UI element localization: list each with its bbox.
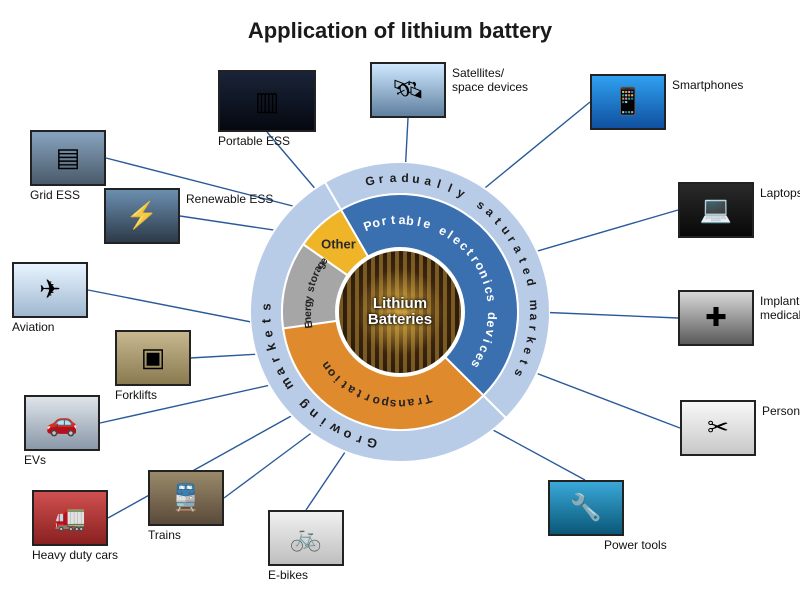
arc-char: d <box>401 171 409 185</box>
thumb-medical: ✚ <box>678 290 754 346</box>
thumb-label-evs: EVs <box>24 453 46 467</box>
radial-chart: LithiumBatteries Growing marketsGraduall… <box>250 162 550 462</box>
thumb-label-laptops: Laptops <box>760 186 800 200</box>
thumb-label-portable-ess: Portable ESS <box>218 134 290 148</box>
thumb-label-grid-ess: Grid ESS <box>30 188 80 202</box>
thumb-grid-ess: ▤ <box>30 130 106 186</box>
thumb-evs: 🚗 <box>24 395 100 451</box>
arc-char: s <box>258 303 273 311</box>
evs-icon: 🚗 <box>30 400 95 447</box>
arc-char: t <box>390 213 395 227</box>
arc-char: n <box>302 316 314 323</box>
thumb-label-personal-care: Personal care <box>762 404 800 418</box>
arc-char: t <box>259 318 274 323</box>
arc-char: n <box>398 397 406 411</box>
thumb-personal-care: ✂ <box>680 400 756 456</box>
thumb-label-forklifts: Forklifts <box>115 388 157 402</box>
arc-char: d <box>485 312 499 320</box>
thumb-ebikes: 🚲 <box>268 510 344 566</box>
thumb-label-trains: Trains <box>148 528 181 542</box>
center-circle: LithiumBatteries <box>335 247 465 377</box>
thumb-renewable-ess: ⚡ <box>104 188 180 244</box>
arc-char: a <box>527 313 541 320</box>
thumb-label-ebikes: E-bikes <box>268 568 308 582</box>
arc-char: r <box>302 307 314 311</box>
arc-char: a <box>398 213 405 227</box>
thumb-label-power-tools: Power tools <box>604 538 667 552</box>
grid-ess-icon: ▤ <box>36 135 101 182</box>
medical-icon: ✚ <box>684 295 749 342</box>
arc-char: b <box>406 213 415 228</box>
thumb-heavy-duty: 🚛 <box>32 490 108 546</box>
laptops-icon: 💻 <box>684 187 749 234</box>
smartphones-icon: 📱 <box>596 79 661 126</box>
leader-line <box>536 312 678 318</box>
arc-char: p <box>380 395 390 410</box>
arc-char: e <box>302 311 314 317</box>
thumb-label-renewable-ess: Renewable ESS <box>186 192 273 206</box>
thumb-trains: 🚆 <box>148 470 224 526</box>
segment-label-other: Other <box>321 236 356 251</box>
portable-ess-icon: ▥ <box>225 75 310 127</box>
thumb-satellite: 🛰 <box>370 62 446 118</box>
thumb-laptops: 💻 <box>678 182 754 238</box>
heavy-duty-icon: 🚛 <box>38 495 103 542</box>
center-label: LithiumBatteries <box>368 296 432 329</box>
forklifts-icon: ▣ <box>121 335 186 382</box>
trains-icon: 🚆 <box>154 475 219 522</box>
arc-char: m <box>527 299 542 310</box>
thumb-label-smartphones: Smartphones <box>672 78 743 92</box>
aviation-icon: ✈ <box>18 267 83 314</box>
renewable-ess-icon: ⚡ <box>110 193 175 240</box>
thumb-label-heavy-duty: Heavy duty cars <box>32 548 118 562</box>
thumb-label-aviation: Aviation <box>12 320 54 334</box>
thumb-portable-ess: ▥ <box>218 70 316 132</box>
ebikes-icon: 🚲 <box>274 515 339 562</box>
satellite-icon: 🛰 <box>376 67 441 114</box>
thumb-forklifts: ▣ <box>115 330 191 386</box>
power-tools-icon: 🔧 <box>554 485 619 532</box>
thumb-power-tools: 🔧 <box>548 480 624 536</box>
thumb-label-medical: Implantedmedical devices <box>760 294 800 322</box>
thumb-aviation: ✈ <box>12 262 88 318</box>
arc-char: a <box>389 171 396 185</box>
thumb-label-satellite: Satellites/space devices <box>452 66 528 94</box>
thumb-smartphones: 📱 <box>590 74 666 130</box>
personal-care-icon: ✂ <box>686 405 751 452</box>
